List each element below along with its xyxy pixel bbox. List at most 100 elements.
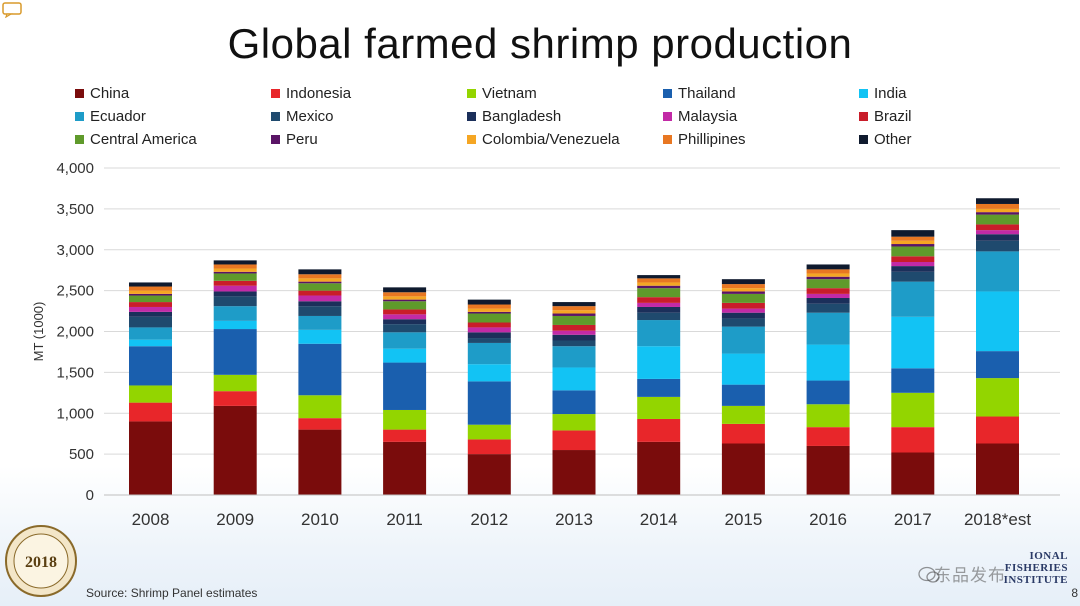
bar-segment <box>467 311 511 314</box>
legend-item: Indonesia <box>271 82 351 104</box>
bar-segment <box>383 362 427 410</box>
bar-segment <box>976 224 1019 231</box>
x-tick-label: 2011 <box>386 510 423 529</box>
legend-item: Bangladesh <box>467 105 561 127</box>
bar-segment <box>129 385 172 403</box>
legend-label: Malaysia <box>678 107 738 125</box>
bar-segment <box>637 441 681 495</box>
bar-segment <box>129 306 172 312</box>
bar-segment <box>721 443 765 495</box>
bar-segment <box>891 240 935 245</box>
legend-item: Malaysia <box>663 105 737 127</box>
bar-segment <box>806 264 850 270</box>
bar-segment <box>467 313 511 323</box>
page-number: 8 <box>1071 586 1078 600</box>
bar-segment <box>637 278 681 283</box>
bar-segment <box>298 295 342 302</box>
bar-segment <box>129 346 172 386</box>
bar-segment <box>129 311 172 317</box>
bar-segment <box>129 402 172 422</box>
bar-segment <box>467 304 511 309</box>
legend-item: Phillipines <box>663 128 746 150</box>
bar-segment <box>298 315 342 330</box>
bar-segment <box>637 288 681 298</box>
bar-segment <box>552 334 596 341</box>
source-note: Source: Shrimp Panel estimates <box>86 586 258 600</box>
bar-segment <box>298 418 342 430</box>
legend-item: Ecuador <box>75 105 146 127</box>
comment-icon[interactable] <box>2 2 22 18</box>
bar-segment <box>467 381 511 425</box>
bar-segment <box>891 266 935 272</box>
bar-segment <box>806 276 850 280</box>
bar-segment <box>976 378 1019 417</box>
legend-item: Thailand <box>663 82 736 104</box>
bar-segment <box>383 332 427 349</box>
bar-segment <box>637 312 681 321</box>
y-tick-label: 1,000 <box>56 405 94 422</box>
bar-segment <box>552 430 596 451</box>
bar-segment <box>721 318 765 327</box>
bar-segment <box>552 340 596 347</box>
bar-segment <box>891 368 935 393</box>
bar-segment <box>721 384 765 406</box>
bar-segment <box>637 275 681 279</box>
y-tick-label: 3,500 <box>56 201 94 218</box>
bar-segment <box>552 302 596 307</box>
bar-segment <box>976 416 1019 444</box>
bar-segment <box>976 251 1019 292</box>
bar-segment <box>213 271 257 274</box>
legend-item: China <box>75 82 129 104</box>
bar-segment <box>298 301 342 307</box>
x-tick-label: 2012 <box>470 510 508 529</box>
bar-segment <box>383 348 427 363</box>
bar-segment <box>721 302 765 309</box>
legend-swatch <box>467 88 476 98</box>
bar-segment <box>976 214 1019 225</box>
bar-segment <box>383 319 427 325</box>
bar-segment <box>467 342 511 365</box>
legend-item: India <box>859 82 907 104</box>
legend-label: Phillipines <box>678 130 746 148</box>
legend-label: Vietnam <box>482 84 537 102</box>
bar-segment <box>213 320 257 330</box>
bar-segment <box>806 293 850 298</box>
conference-seal-logo: 2018 <box>5 525 77 597</box>
bar-segment <box>383 301 427 310</box>
bar-segment <box>976 351 1019 379</box>
bar-segment <box>298 306 342 316</box>
bar-segment <box>213 329 257 375</box>
legend-swatch <box>663 111 672 121</box>
bar-segment <box>213 260 257 265</box>
bar-segment <box>213 405 257 495</box>
bar-segment <box>383 324 427 333</box>
bar-segment <box>891 271 935 282</box>
bar-segment <box>891 246 935 257</box>
legend-label: Other <box>874 130 912 148</box>
bar-segment <box>383 299 427 302</box>
legend-label: Thailand <box>678 84 736 102</box>
bar-segment <box>213 280 257 286</box>
legend-swatch <box>467 111 476 121</box>
bar-segment <box>383 429 427 442</box>
legend-label: Ecuador <box>90 107 146 125</box>
bar-segment <box>129 316 172 328</box>
bar-segment <box>467 322 511 328</box>
bar-segment <box>806 279 850 289</box>
y-tick-label: 3,000 <box>56 242 94 259</box>
bar-segment <box>467 299 511 305</box>
bar-segment <box>213 306 257 321</box>
bar-segment <box>129 286 172 291</box>
y-tick-label: 4,000 <box>56 160 94 177</box>
bar-segment <box>467 327 511 333</box>
bar-segment <box>891 392 935 428</box>
legend-swatch <box>663 88 672 98</box>
bar-segment <box>891 236 935 241</box>
bar-segment <box>721 293 765 303</box>
bar-segment <box>298 281 342 284</box>
bar-segment <box>129 295 172 303</box>
bar-segment <box>467 308 511 312</box>
bar-segment <box>637 306 681 313</box>
bar-segment <box>721 423 765 444</box>
